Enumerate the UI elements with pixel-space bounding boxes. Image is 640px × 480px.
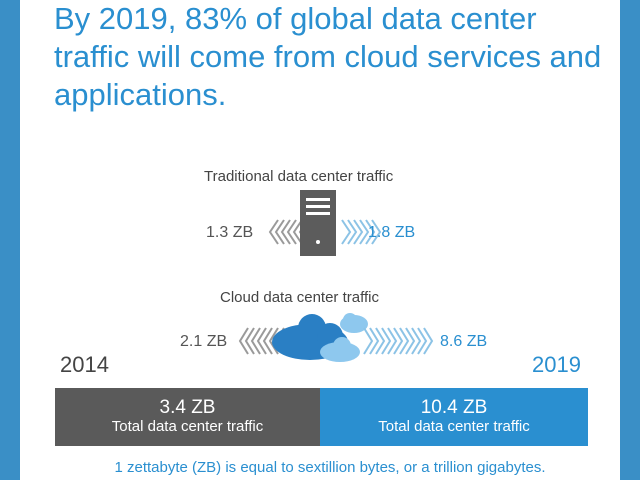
blue-chevron-arrows-icon [341, 219, 382, 245]
headline: By 2019, 83% of global data center traff… [54, 1, 602, 112]
total-2019-value: 10.4 ZB [420, 397, 488, 418]
total-2014-bar: 3.4 ZB Total data center traffic [55, 388, 320, 446]
cloud-2019-value: 8.6 ZB [440, 333, 488, 350]
blue-chevron-arrows-icon [363, 327, 434, 355]
cloud-2014-value: 2.1 ZB [180, 333, 228, 350]
total-2014-value: 3.4 ZB [159, 397, 216, 418]
infographic-panel: By 2019, 83% of global data center traff… [20, 0, 620, 480]
traditional-2019-value: 1.8 ZB [368, 224, 416, 241]
total-2019-bar: 10.4 ZB Total data center traffic [320, 388, 588, 446]
total-2014-caption: Total data center traffic [111, 418, 264, 435]
start-year: 2014 [60, 352, 109, 377]
end-year: 2019 [532, 352, 581, 377]
total-2019-caption: Total data center traffic [378, 418, 530, 435]
cloud-icon [272, 313, 368, 362]
footnote: 1 zettabyte (ZB) is equal to sextillion … [114, 459, 546, 476]
cloud-traffic-label: Cloud data center traffic [220, 289, 379, 306]
traditional-2014-value: 1.3 ZB [206, 224, 254, 241]
traditional-traffic-label: Traditional data center traffic [204, 168, 394, 185]
server-icon [300, 190, 336, 256]
